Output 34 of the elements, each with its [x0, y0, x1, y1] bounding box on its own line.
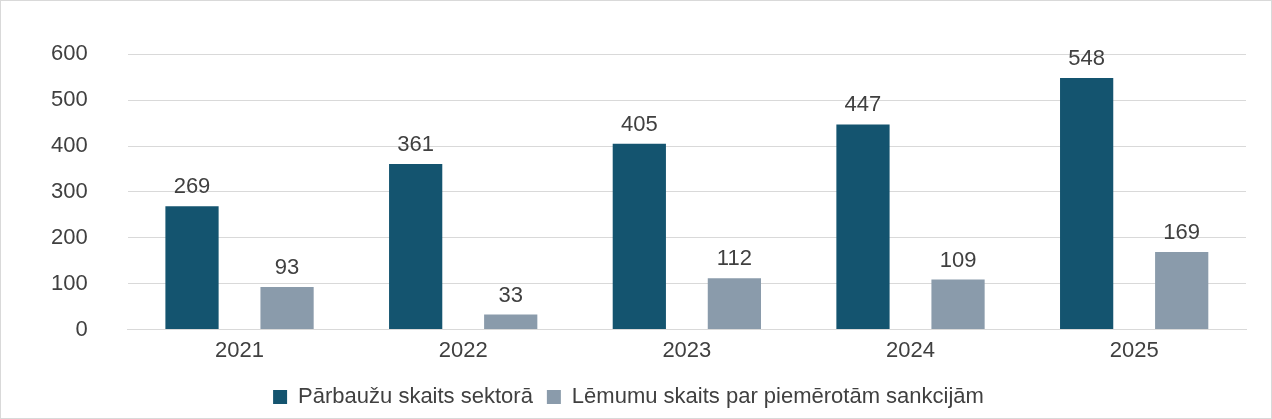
y-tick-label: 0	[75, 315, 88, 341]
x-tick-label: 2024	[886, 336, 935, 362]
legend-label: Pārbaužu skaits sektorā	[298, 383, 534, 409]
y-tick-label: 400	[50, 132, 88, 158]
bar	[165, 206, 219, 330]
data-label: 548	[1068, 45, 1105, 71]
y-tick-label: 200	[50, 223, 88, 249]
data-label: 93	[274, 253, 300, 279]
y-tick-label: 500	[50, 86, 88, 112]
x-tick-label: 2021	[215, 336, 265, 362]
data-label: 361	[397, 130, 435, 156]
bar	[389, 163, 443, 330]
data-label: 269	[173, 173, 211, 199]
bar	[1060, 78, 1114, 330]
bar	[931, 279, 985, 330]
bar	[707, 278, 761, 330]
x-tick-label: 2022	[438, 336, 488, 362]
data-label: 169	[1163, 219, 1201, 245]
y-tick-label: 100	[50, 269, 88, 295]
y-tick-label: 300	[50, 177, 88, 203]
legend-label: Lēmumu skaits par piemērotām sankcijām	[571, 383, 984, 409]
bar	[484, 314, 538, 330]
data-label: 405	[620, 110, 658, 136]
bar	[612, 143, 666, 330]
data-label: 109	[939, 246, 977, 272]
x-tick-label: 2025	[1109, 336, 1159, 362]
data-label: 112	[716, 245, 752, 271]
bar	[1155, 252, 1209, 330]
y-tick-label: 600	[50, 40, 88, 66]
x-tick-label: 2023	[662, 336, 712, 362]
data-label: 33	[498, 281, 523, 307]
bar	[260, 286, 314, 330]
data-label: 447	[844, 91, 882, 117]
bar	[836, 124, 890, 330]
